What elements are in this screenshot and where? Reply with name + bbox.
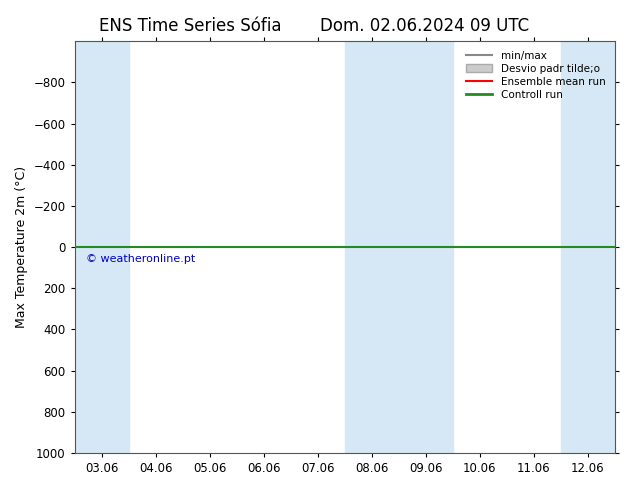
Text: Dom. 02.06.2024 09 UTC: Dom. 02.06.2024 09 UTC [320, 17, 529, 35]
Text: © weatheronline.pt: © weatheronline.pt [86, 254, 195, 264]
Y-axis label: Max Temperature 2m (°C): Max Temperature 2m (°C) [15, 166, 28, 328]
Bar [345, 41, 453, 453]
Legend: min/max, Desvio padr tilde;o, Ensemble mean run, Controll run: min/max, Desvio padr tilde;o, Ensemble m… [462, 47, 610, 104]
Text: ENS Time Series Sófia: ENS Time Series Sófia [99, 17, 281, 35]
Bar [75, 41, 129, 453]
Bar [561, 41, 615, 453]
